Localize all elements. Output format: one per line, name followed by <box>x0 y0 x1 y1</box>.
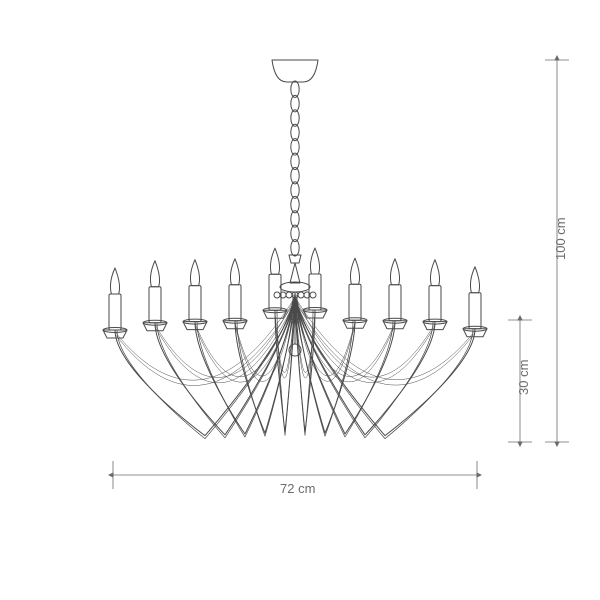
dimension-width-label: 72 cm <box>280 481 315 496</box>
chandelier-dimension-diagram: 72 cm 30 cm 100 cm <box>0 0 600 600</box>
dimension-body-height-label: 30 cm <box>516 360 531 395</box>
dimension-total-height-label: 100 cm <box>553 217 568 260</box>
